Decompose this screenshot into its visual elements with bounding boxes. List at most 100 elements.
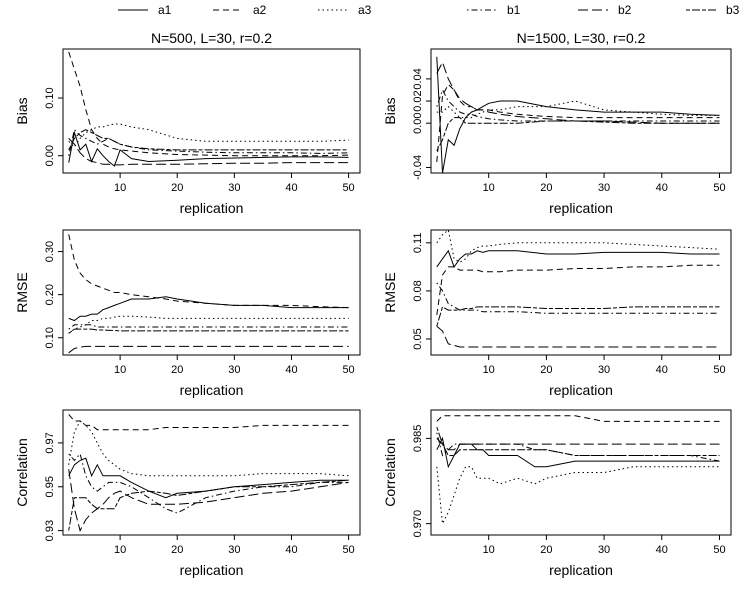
y-tick-label: 0.20 [44,284,56,305]
panel-rmse-500: 10 20 30 40 50 replication 0.10 0.20 0.30 RMSE [14,229,361,398]
series-line-b2 [436,325,720,348]
y-tick-label: 0.970 [412,510,424,538]
series-line-b3 [436,306,720,327]
x-tick-label: 30 [598,182,610,194]
y-axis-label: Bias [14,97,30,124]
y-tick-label: 0.00 [44,145,56,166]
panel-bias-500: N=500, L=30, r=0.2 10 20 30 40 50 replication 0… [14,30,361,216]
x-tick-label: 20 [540,182,552,194]
series-line-a2 [436,264,720,315]
y-axis-label: Correlation [382,438,398,506]
series-line-a1 [436,249,720,268]
y-tick-label: 0.10 [44,327,56,348]
x-axis-label: replication [180,562,244,578]
y-axis-label: Bias [382,97,398,124]
series-line-a1 [68,296,349,322]
series-line-a3 [436,466,720,526]
series-line-b2 [68,469,349,532]
series-line-b2 [436,61,720,124]
series-line-b2 [436,438,720,451]
series-line-a1 [68,130,349,167]
x-tick-label: 30 [228,364,240,376]
chart-title: N=500, L=30, r=0.2 [151,30,272,46]
x-tick-label: 30 [598,544,610,556]
y-tick-label: 0.05 [412,328,424,349]
legend-label-a3: a3 [358,3,372,17]
plot-frame [430,48,732,174]
y-tick-label: 0.97 [44,432,56,453]
x-tick-label: 50 [713,182,725,194]
legend-label-b2: b2 [618,3,632,17]
x-tick-label: 40 [285,182,297,194]
series-line-a3 [68,420,349,477]
series-line-a2 [68,234,349,309]
x-tick-label: 10 [483,364,495,376]
series-line-b3 [68,129,349,151]
panel-corr-1500: 10 20 30 40 50 replication 0.970 0.985 Correlati… [382,409,732,578]
series-line-a1 [68,457,349,499]
y-tick-label: 0.00 [412,112,424,133]
x-tick-label: 30 [598,364,610,376]
y-tick-label: 0.10 [44,87,56,108]
series-line-b1 [436,88,720,122]
y-tick-label: 0.02 [412,90,424,111]
series-line-b1 [436,282,720,314]
x-tick-label: 50 [713,544,725,556]
x-tick-label: 10 [114,182,126,194]
y-tick-label: 0.985 [412,425,424,453]
series-line-b3 [68,328,349,334]
legend-label-b1: b1 [507,3,521,17]
series-line-b1 [436,432,720,462]
panels: N=500, L=30, r=0.2 10 20 30 40 50 replication 0… [14,30,732,578]
series-line-b2 [68,345,349,354]
plot-frame [62,409,361,536]
plot-frame [430,409,732,536]
legend-label-a1: a1 [158,3,172,17]
x-axis-label: replication [549,200,613,216]
x-tick-label: 30 [228,182,240,194]
y-axis-label: RMSE [382,272,398,312]
legend: a1 a2 a3 b1 b2 b3 [118,3,740,17]
x-tick-label: 50 [342,544,354,556]
series-line-a3 [68,123,349,148]
series-line-a2 [436,83,720,162]
x-tick-label: 50 [342,364,354,376]
y-tick-label: 0.30 [44,241,56,262]
x-tick-label: 20 [540,364,552,376]
series-line-a2 [436,415,720,422]
series-line-a2 [68,51,349,157]
x-tick-label: 50 [342,182,354,194]
x-tick-label: 40 [656,182,668,194]
y-tick-label: 0.95 [44,476,56,497]
x-tick-label: 20 [540,544,552,556]
y-tick-label: 0.93 [44,520,56,541]
x-tick-label: 40 [656,544,668,556]
y-tick-label: -0.04 [412,155,424,180]
series-line-a1 [436,436,720,469]
x-tick-label: 40 [656,364,668,376]
plot-frame [430,229,732,356]
series-line-b1 [68,452,349,514]
x-tick-label: 10 [114,544,126,556]
series-line-a3 [436,229,720,263]
plot-frame [62,229,361,356]
x-axis-label: replication [549,382,613,398]
y-tick-label: 0.08 [412,280,424,301]
x-tick-label: 10 [114,364,126,376]
series-line-b3 [436,117,720,152]
x-tick-label: 10 [483,544,495,556]
legend-label-a2: a2 [253,3,267,17]
panel-corr-500: 10 20 30 40 50 replication 0.93 0.95 0.97 Correla… [14,409,361,578]
series-line-b2 [68,138,349,166]
series-line-b1 [68,324,349,330]
x-tick-label: 40 [285,364,297,376]
series-line-a1 [436,56,720,174]
x-tick-label: 20 [171,182,183,194]
legend-label-b3: b3 [726,3,740,17]
series-line-a2 [68,414,349,431]
chart-title: N=1500, L=30, r=0.2 [517,30,646,46]
x-tick-label: 30 [228,544,240,556]
x-tick-label: 40 [285,544,297,556]
y-tick-label: 0.04 [412,68,424,89]
